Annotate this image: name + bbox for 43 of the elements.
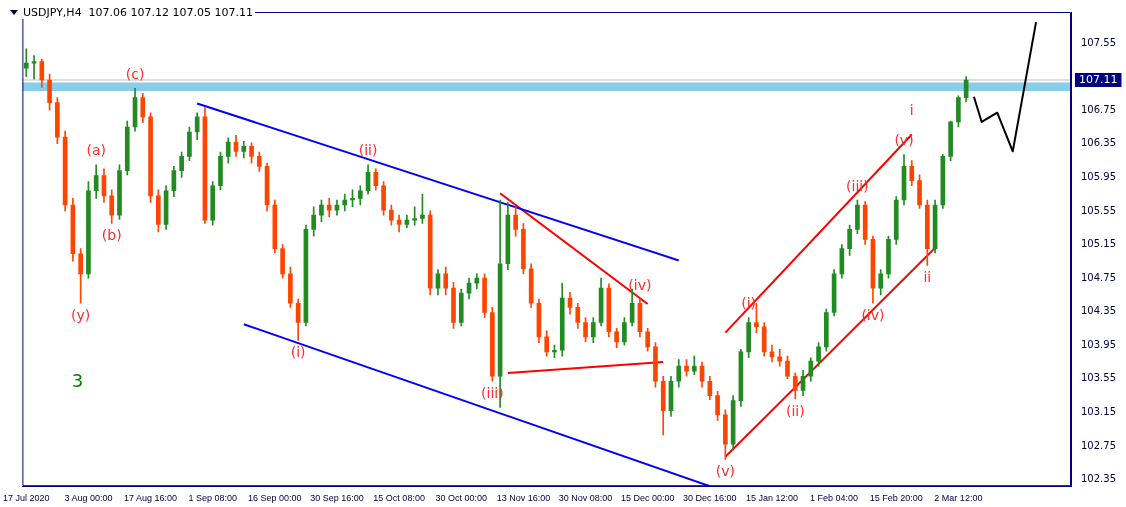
- y-tick-label: 103.95: [1081, 338, 1117, 350]
- x-tick-label: 3 Aug 00:00: [64, 493, 113, 504]
- y-tick-label: 104.75: [1081, 271, 1117, 283]
- y-tick-label: 103.15: [1081, 405, 1117, 417]
- x-tick-label: 13 Nov 16:00: [496, 493, 551, 504]
- y-tick-label: 104.35: [1081, 305, 1117, 317]
- y-tick-label: 103.55: [1081, 372, 1117, 384]
- y-tick-label: 102.75: [1081, 439, 1117, 451]
- text: (y): [71, 306, 91, 323]
- y-tick-label: 106.35: [1081, 137, 1117, 149]
- x-tick-label: 17 Aug 16:00: [124, 493, 178, 504]
- text: ii: [923, 269, 932, 286]
- text: (i): [290, 343, 306, 360]
- text: (ii): [785, 402, 805, 419]
- x-tick-label: 15 Oct 08:00: [373, 493, 425, 504]
- text: (a): [86, 142, 106, 159]
- x-tick-label: 15 Jan 12:00: [745, 493, 798, 504]
- text: (v): [715, 462, 735, 479]
- y-tick-label: 105.55: [1081, 204, 1117, 216]
- x-tick-label: 17 Jul 2020: [3, 493, 50, 504]
- y-tick-label: 106.75: [1081, 103, 1117, 115]
- x-tick-label: 2 Mar 12:00: [934, 493, 983, 504]
- x-tick-label: 30 Dec 16:00: [683, 493, 737, 504]
- x-tick-label: 1 Feb 04:00: [810, 493, 859, 504]
- text: (c): [125, 66, 145, 83]
- annotation: 3: [71, 369, 84, 391]
- x-tick-label: 30 Sep 16:00: [310, 493, 364, 504]
- x-tick-label: 30 Nov 08:00: [558, 493, 613, 504]
- x-tick-label: 15 Dec 00:00: [620, 493, 675, 504]
- ref-line-label: 107.11: [1079, 72, 1118, 86]
- y-tick-label: 107.55: [1081, 36, 1117, 48]
- x-tick-label: 1 Sep 08:00: [188, 493, 237, 504]
- text: (b): [101, 227, 122, 244]
- x-tick-label: 30 Oct 00:00: [435, 493, 488, 504]
- text: (ii): [358, 142, 378, 159]
- x-tick-label: 16 Sep 00:00: [248, 493, 302, 504]
- y-tick-label: 105.95: [1081, 170, 1117, 182]
- y-tick-label: 102.35: [1081, 473, 1117, 485]
- text: i: [909, 102, 914, 119]
- text: (iv): [628, 276, 652, 293]
- chart-title: USDJPY,H4 107.06 107.12 107.05 107.11: [23, 6, 254, 19]
- x-tick-label: 15 Feb 20:00: [869, 493, 923, 504]
- y-tick-label: 105.15: [1081, 238, 1117, 250]
